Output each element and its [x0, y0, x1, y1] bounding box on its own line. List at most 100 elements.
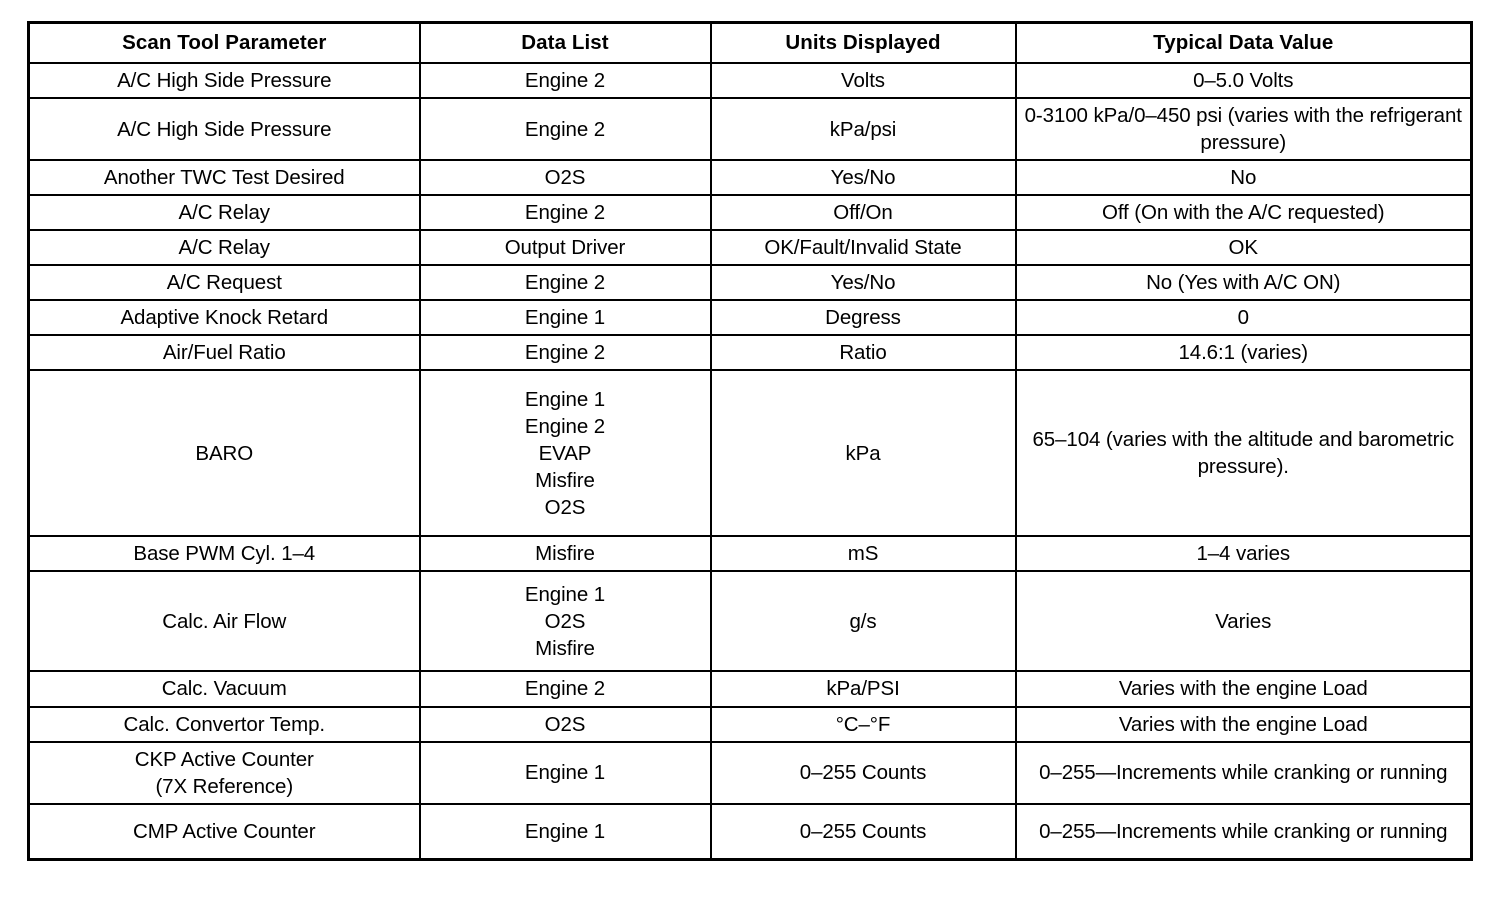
cell-units-displayed-text: g/s: [849, 609, 877, 633]
table-row: A/C Relay Engine 2 Off/On Off (On with the …: [27, 194, 1473, 232]
table-body: A/C High Side Pressure Engine 2 Volts 0–5.0…: [27, 61, 1473, 861]
cell-typical-data-value: 65–104 (varies with the altitude and bar…: [1014, 369, 1473, 538]
table-row: A/C High Side Pressure Engine 2 Volts 0–5.0…: [27, 61, 1473, 100]
cell-data-list-text: Engine 2: [524, 341, 606, 365]
cell-data-list: Engine 2: [418, 264, 712, 302]
cell-units-displayed: °C–°F: [709, 705, 1017, 743]
cell-data-list-text: Engine 2: [524, 271, 606, 295]
table-row: Air/Fuel Ratio Engine 2 Ratio 14.6:1 (varie…: [27, 334, 1473, 372]
table-header: Scan Tool Parameter Data List Units Disp…: [27, 21, 1473, 64]
cell-data-list: Engine 2: [418, 670, 712, 708]
cell-scan-tool-parameter-text: Calc. Vacuum: [161, 677, 287, 701]
cell-scan-tool-parameter-text: A/C Request: [166, 271, 282, 295]
cell-scan-tool-parameter: Air/Fuel Ratio: [27, 334, 421, 372]
cell-scan-tool-parameter: Adaptive Knock Retard: [27, 299, 421, 337]
cell-units-displayed-text: Off/On: [833, 201, 893, 225]
cell-units-displayed: Volts: [709, 61, 1017, 100]
cell-data-list-text: Engine 2: [524, 69, 606, 92]
cell-units-displayed-text: 0–255 Counts: [799, 819, 927, 843]
cell-scan-tool-parameter-text: Calc. Air Flow: [162, 609, 287, 633]
cell-units-displayed-text: kPa/PSI: [826, 677, 900, 701]
cell-units-displayed: Off/On: [709, 194, 1017, 232]
cell-scan-tool-parameter: CMP Active Counter: [27, 802, 421, 861]
cell-scan-tool-parameter-text: Air/Fuel Ratio: [162, 341, 286, 365]
cell-typical-data-value: Varies with the engine Load: [1014, 670, 1473, 708]
cell-data-list-text: O2S: [544, 166, 586, 190]
column-header-typical-data-value: Typical Data Value: [1014, 21, 1473, 64]
cell-data-list: Engine 2: [418, 97, 712, 162]
cell-units-displayed: OK/Fault/Invalid State: [709, 229, 1017, 267]
cell-data-list-text: Engine 1: [524, 306, 606, 330]
cell-typical-data-value-text: No (Yes with A/C ON): [1146, 271, 1341, 295]
cell-units-displayed: 0–255 Counts: [709, 740, 1017, 805]
cell-data-list: Engine 2: [418, 334, 712, 372]
scan-tool-parameter-table: Scan Tool Parameter Data List Units Disp…: [27, 21, 1473, 862]
cell-typical-data-value: 1–4 varies: [1014, 535, 1473, 573]
cell-data-list: Engine 1: [418, 740, 712, 805]
cell-data-list-text: Engine 1 Engine 2 EVAP Misfire O2S: [524, 387, 606, 519]
cell-typical-data-value: 14.6:1 (varies): [1014, 334, 1473, 372]
cell-scan-tool-parameter: A/C High Side Pressure: [27, 61, 421, 100]
table-row: Calc. Air Flow Engine 1 O2S Misfire g/s Var…: [27, 570, 1473, 673]
cell-data-list: Engine 2: [418, 61, 712, 100]
cell-data-list: Engine 1: [418, 299, 712, 337]
cell-scan-tool-parameter-text: Base PWM Cyl. 1–4: [133, 542, 316, 566]
cell-scan-tool-parameter: Calc. Vacuum: [27, 670, 421, 708]
cell-scan-tool-parameter: Calc. Air Flow: [27, 570, 421, 673]
cell-units-displayed: mS: [709, 535, 1017, 573]
cell-typical-data-value: Varies with the engine Load: [1014, 705, 1473, 743]
cell-units-displayed-text: Degress: [825, 306, 901, 330]
cell-units-displayed-text: Yes/No: [830, 166, 896, 190]
column-header-units-displayed: Units Displayed: [709, 21, 1017, 64]
cell-scan-tool-parameter-text: A/C High Side Pressure: [117, 69, 332, 92]
cell-data-list-text: O2S: [544, 712, 586, 736]
cell-units-displayed-text: kPa/psi: [829, 117, 897, 141]
cell-units-displayed: Yes/No: [709, 159, 1017, 197]
cell-scan-tool-parameter: Another TWC Test Desired: [27, 159, 421, 197]
cell-data-list: Misfire: [418, 535, 712, 573]
table-row: Adaptive Knock Retard Engine 1 Degress 0: [27, 299, 1473, 337]
cell-units-displayed-text: Volts: [841, 69, 885, 92]
table-row: A/C Request Engine 2 Yes/No No (Yes with A/…: [27, 264, 1473, 302]
table-row: Base PWM Cyl. 1–4 Misfire mS 1–4 varies: [27, 535, 1473, 573]
cell-typical-data-value-text: 14.6:1 (varies): [1178, 341, 1309, 365]
cell-units-displayed: 0–255 Counts: [709, 802, 1017, 861]
scan-tool-parameter-table-wrapper: Scan Tool Parameter Data List Units Disp…: [27, 21, 1473, 862]
cell-units-displayed: kPa/PSI: [709, 670, 1017, 708]
cell-typical-data-value: OK: [1014, 229, 1473, 267]
cell-data-list: O2S: [418, 159, 712, 197]
cell-scan-tool-parameter: A/C High Side Pressure: [27, 97, 421, 162]
cell-scan-tool-parameter: A/C Request: [27, 264, 421, 302]
table-row: A/C High Side Pressure Engine 2 kPa/psi 0-3…: [27, 97, 1473, 162]
cell-units-displayed: kPa: [709, 369, 1017, 538]
cell-typical-data-value: 0–255—Increments while cranking or runni…: [1014, 802, 1473, 861]
cell-units-displayed-text: °C–°F: [835, 712, 891, 736]
cell-typical-data-value-text: 0–5.0 Volts: [1193, 69, 1294, 92]
cell-scan-tool-parameter-text: CMP Active Counter: [133, 819, 316, 843]
cell-units-displayed: kPa/psi: [709, 97, 1017, 162]
cell-data-list-text: Engine 1: [524, 819, 606, 843]
table-row: Calc. Vacuum Engine 2 kPa/PSI Varies with t…: [27, 670, 1473, 708]
cell-data-list-text: Engine 1 O2S Misfire: [524, 582, 606, 660]
cell-scan-tool-parameter-text: A/C High Side Pressure: [117, 117, 332, 141]
cell-scan-tool-parameter-text: Another TWC Test Desired: [103, 166, 345, 190]
cell-scan-tool-parameter-text: BARO: [195, 441, 254, 465]
cell-typical-data-value-text: 0: [1237, 306, 1249, 330]
cell-units-displayed-text: 0–255 Counts: [799, 761, 927, 785]
cell-scan-tool-parameter-text: A/C Relay: [178, 201, 270, 225]
cell-typical-data-value-text: Off (On with the A/C requested): [1101, 201, 1385, 225]
cell-typical-data-value-text: Varies with the engine Load: [1118, 677, 1368, 701]
cell-scan-tool-parameter-text: Adaptive Knock Retard: [120, 306, 329, 330]
cell-scan-tool-parameter-text: CKP Active Counter (7X Reference): [134, 747, 314, 798]
cell-typical-data-value-text: 0–255—Increments while cranking or runni…: [1039, 819, 1448, 843]
table-row: Calc. Convertor Temp. O2S °C–°F Varies with…: [27, 705, 1473, 743]
cell-scan-tool-parameter: Calc. Convertor Temp.: [27, 705, 421, 743]
cell-units-displayed: g/s: [709, 570, 1017, 673]
cell-typical-data-value: 0: [1014, 299, 1473, 337]
cell-data-list: Output Driver: [418, 229, 712, 267]
cell-scan-tool-parameter: A/C Relay: [27, 229, 421, 267]
cell-units-displayed-text: mS: [847, 542, 879, 566]
cell-typical-data-value-text: 0-3100 kPa/0–450 psi (varies with the re…: [1024, 104, 1462, 155]
table-row: A/C Relay Output Driver OK/Fault/Invalid S…: [27, 229, 1473, 267]
